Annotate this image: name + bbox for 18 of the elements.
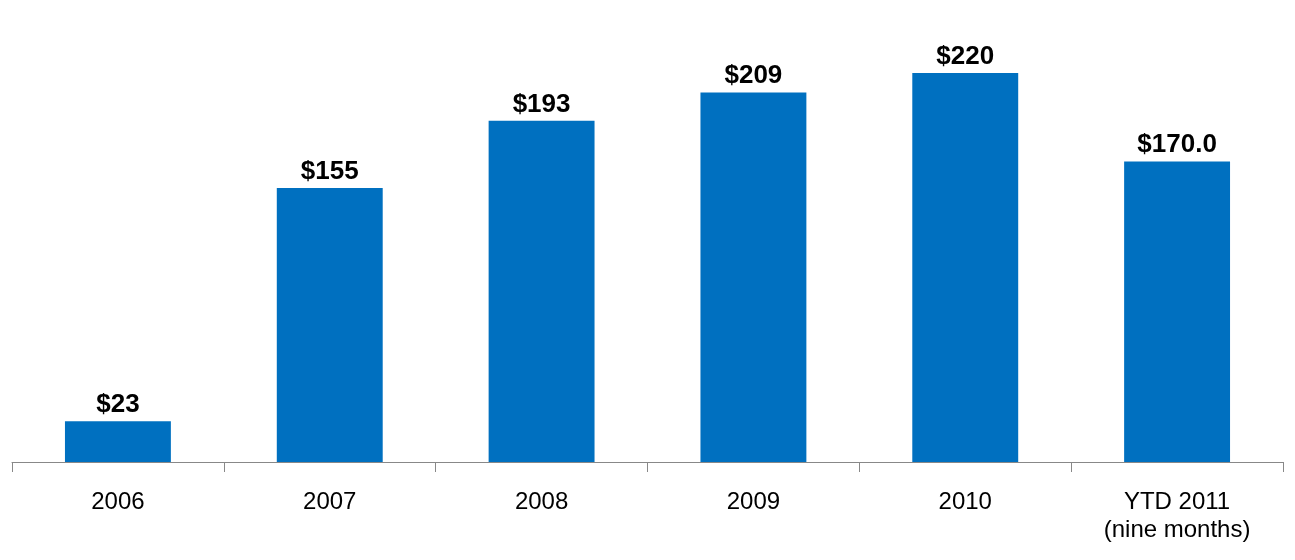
data-label: $209	[724, 59, 783, 90]
bar	[700, 92, 807, 462]
x-tick-label: 2008	[514, 486, 569, 514]
data-label: $23	[96, 388, 140, 419]
bar	[488, 120, 595, 462]
data-label: $155	[300, 154, 359, 185]
data-label: $193	[512, 87, 571, 118]
bar	[276, 187, 383, 462]
x-tick-label: 2006	[91, 486, 145, 514]
data-label: $170.0	[1137, 128, 1217, 159]
x-tick-label: YTD 2011 (nine months)	[1103, 486, 1251, 542]
data-label: $220	[936, 40, 995, 71]
x-tick-label: 2010	[938, 486, 992, 514]
x-tick-label: 2009	[726, 486, 781, 514]
x-tick-label: 2007	[303, 486, 357, 514]
bar	[64, 421, 171, 462]
bar	[912, 73, 1019, 462]
bar	[1124, 161, 1231, 462]
